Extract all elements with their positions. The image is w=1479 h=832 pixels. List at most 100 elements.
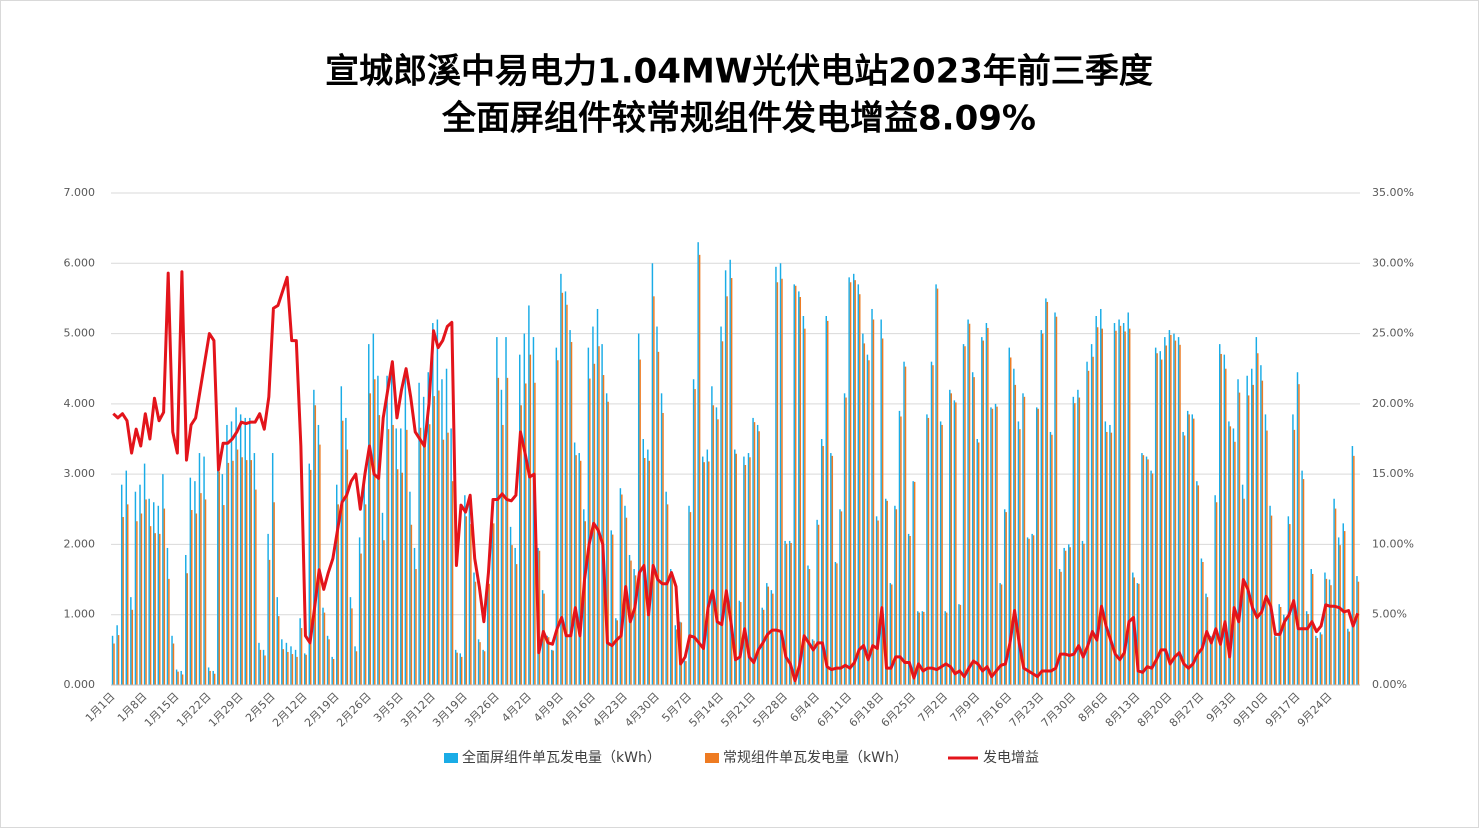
bar: [706, 449, 709, 685]
bar: [262, 649, 265, 685]
bar: [566, 304, 568, 685]
bar: [547, 637, 550, 685]
bar: [935, 284, 937, 685]
bar: [770, 590, 773, 685]
bar: [317, 424, 320, 685]
bar: [313, 389, 315, 685]
bar: [1215, 502, 1218, 685]
bar: [1086, 361, 1088, 685]
bar: [143, 463, 146, 685]
bar: [419, 427, 422, 685]
bar: [546, 635, 548, 685]
bar: [1045, 298, 1047, 685]
bar: [465, 516, 468, 685]
bar: [857, 284, 860, 685]
bar: [149, 526, 152, 685]
bar: [241, 457, 243, 685]
bar: [525, 383, 527, 685]
bar: [862, 333, 864, 685]
bar: [1170, 334, 1172, 685]
bar: [459, 653, 461, 685]
bar: [923, 611, 925, 685]
bar: [454, 649, 457, 685]
bar: [354, 646, 356, 685]
bar: [798, 291, 800, 685]
bar: [637, 333, 640, 685]
y2-tick-label: 10.00%: [1372, 537, 1414, 550]
bar: [886, 500, 888, 685]
bar: [962, 344, 965, 685]
bar: [232, 460, 234, 685]
bar: [697, 242, 699, 685]
bar: [685, 661, 687, 685]
bar: [1283, 614, 1285, 685]
bar: [633, 569, 635, 685]
bar: [180, 670, 182, 685]
bar: [859, 294, 861, 685]
bar: [500, 389, 503, 685]
bar: [328, 639, 330, 685]
bar: [598, 346, 600, 685]
bar: [1275, 637, 1277, 685]
bar: [1160, 359, 1163, 685]
bar: [895, 509, 898, 685]
bar: [904, 366, 907, 685]
bar: [785, 543, 788, 685]
y-tick-label: 2.000: [64, 537, 96, 550]
bar: [848, 277, 850, 685]
bar: [875, 516, 878, 685]
bar: [676, 629, 678, 685]
bar: [1017, 421, 1020, 685]
bar: [381, 512, 384, 685]
bar: [711, 386, 713, 685]
bar: [207, 667, 210, 685]
y2-tick-label: 30.00%: [1372, 256, 1414, 269]
bar: [779, 263, 782, 685]
bar: [1090, 344, 1093, 685]
bar: [827, 320, 829, 685]
bar: [1074, 403, 1076, 685]
bar: [1042, 333, 1044, 685]
bar: [189, 477, 192, 685]
bar: [642, 439, 644, 685]
bar: [1260, 365, 1262, 685]
bar: [1220, 353, 1222, 685]
bar: [1333, 498, 1335, 685]
bar: [720, 326, 722, 685]
bar: [259, 649, 262, 685]
bar: [401, 472, 403, 685]
bar: [927, 417, 930, 685]
bar: [909, 535, 911, 685]
bar: [930, 361, 933, 685]
bar: [868, 360, 870, 685]
bar: [900, 416, 902, 685]
bar: [285, 642, 288, 685]
bar: [314, 405, 317, 685]
bar: [1183, 435, 1186, 685]
bar: [1010, 357, 1012, 685]
bar: [1100, 308, 1102, 685]
bar: [1003, 509, 1006, 685]
bar: [602, 375, 605, 685]
bar: [267, 533, 269, 685]
bar: [1238, 392, 1241, 685]
bar: [788, 540, 791, 685]
bar: [570, 342, 573, 685]
bar: [1246, 375, 1248, 685]
bar: [438, 390, 440, 685]
bar: [852, 273, 855, 685]
bar: [575, 455, 577, 685]
bar: [830, 453, 832, 685]
y2-tick-label: 35.00%: [1372, 186, 1414, 199]
bar: [479, 642, 481, 685]
bar: [299, 618, 301, 685]
bar: [477, 639, 480, 685]
bar: [447, 432, 449, 685]
bar: [994, 403, 997, 685]
bar: [1077, 389, 1079, 685]
bar: [532, 337, 535, 685]
bar: [191, 509, 193, 685]
bar: [456, 652, 458, 685]
bar: [460, 656, 463, 685]
bar: [1049, 431, 1052, 685]
